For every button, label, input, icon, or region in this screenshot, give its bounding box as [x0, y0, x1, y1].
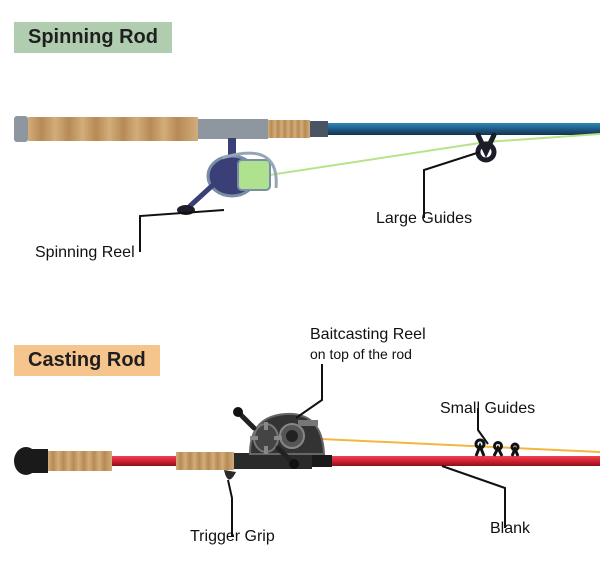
large-guide: [478, 135, 494, 160]
label-trigger: Trigger Grip: [190, 528, 275, 546]
label-large-guides: Large Guides: [376, 210, 472, 228]
label-small-guides: Small Guides: [440, 400, 535, 418]
casting-title: Casting Rod: [14, 345, 160, 376]
label-blank: Blank: [490, 520, 530, 538]
spinning-reel: [177, 138, 276, 215]
diagram-scene: [0, 0, 600, 574]
small-guides: [476, 440, 518, 456]
spinning-rod: [14, 116, 600, 215]
baitcasting-reel: [233, 407, 324, 469]
label-baitcasting-line1: Baitcasting Reel: [310, 326, 426, 344]
spinning-title: Spinning Rod: [14, 22, 172, 53]
label-spinning-reel: Spinning Reel: [35, 244, 135, 262]
label-baitcasting-line2: on top of the rod: [310, 346, 412, 362]
